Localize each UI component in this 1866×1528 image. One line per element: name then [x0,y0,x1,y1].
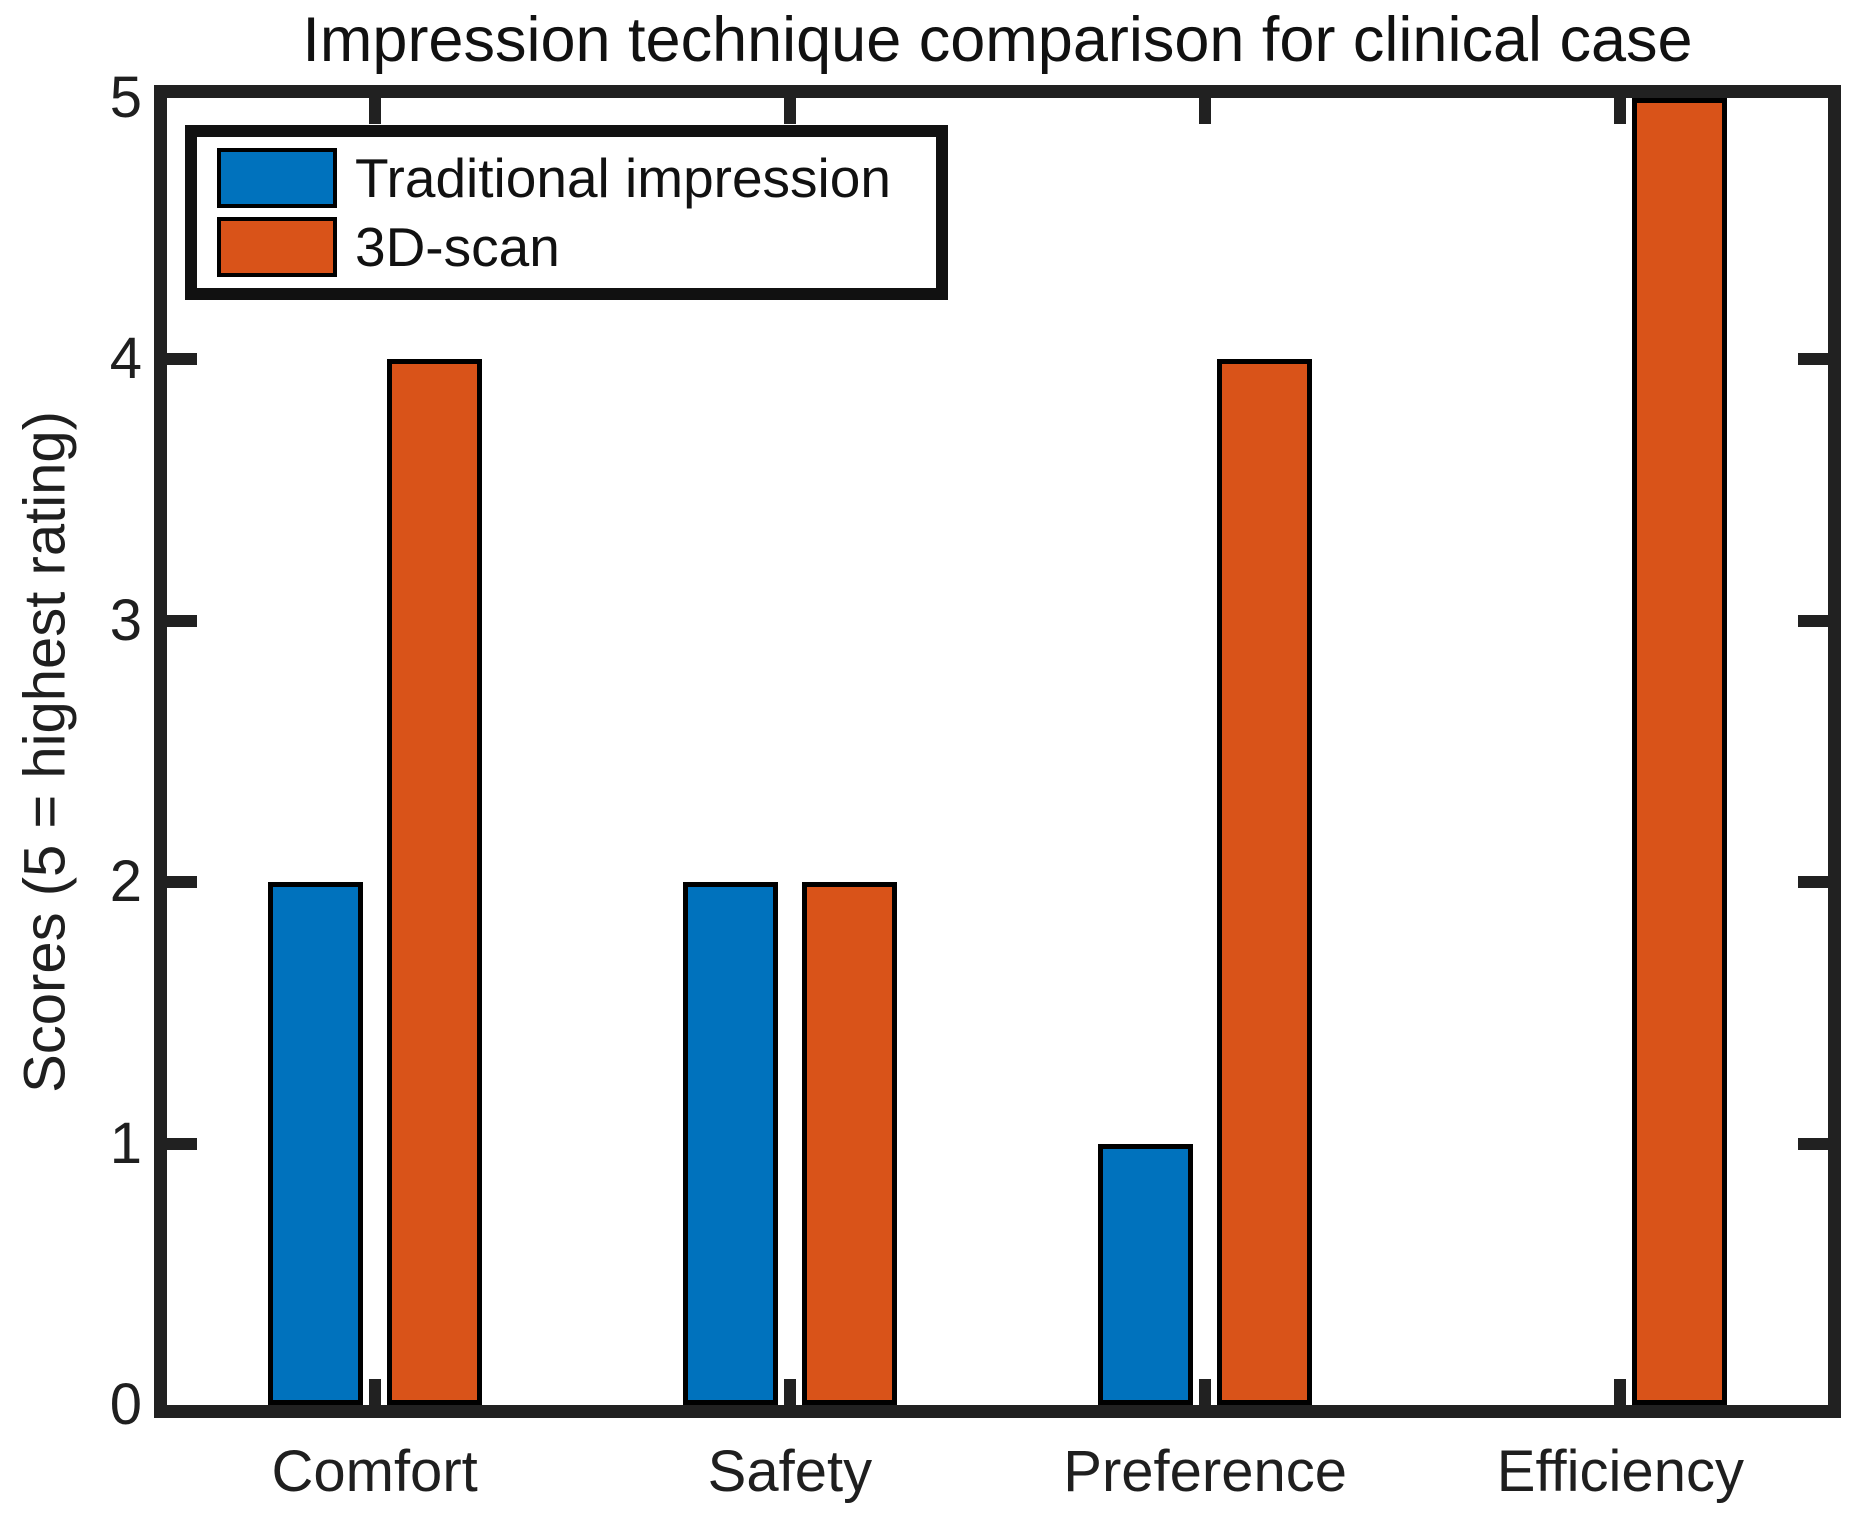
x-tick-label-safety: Safety [707,1439,873,1504]
x-tick-mark-top [1199,98,1212,124]
legend-row-3d-scan: 3D-scan [217,217,936,277]
legend-row-traditional-impression: Traditional impression [217,148,936,208]
y-tick-label: 4 [109,326,142,392]
bar-3d-scan-preference [1217,359,1313,1405]
legend-swatch-3d-scan [217,217,337,277]
bar-3d-scan-efficiency [1632,98,1728,1405]
x-tick-mark-bottom [1614,1379,1627,1405]
bar-3d-scan-safety [801,882,897,1405]
y-tick-mark-left [167,353,197,366]
legend: Traditional impression 3D-scan [185,125,948,300]
y-tick-mark-right [1798,876,1828,889]
y-tick-mark-right [1798,353,1828,366]
legend-swatch-traditional-impression [217,148,337,208]
x-tick-mark-bottom [783,1379,796,1405]
x-tick-label-preference: Preference [1063,1439,1347,1504]
y-tick-label: 3 [109,587,142,653]
x-tick-mark-top [1614,98,1627,124]
x-tick-label-comfort: Comfort [271,1439,478,1504]
legend-label-traditional-impression: Traditional impression [355,147,891,209]
x-tick-mark-bottom [368,1379,381,1405]
y-tick-mark-right [1798,614,1828,627]
x-tick-mark-top [368,98,381,124]
legend-label-3d-scan: 3D-scan [355,216,560,278]
bar-3d-scan-comfort [386,359,482,1405]
bar-traditional-impression-preference [1098,1143,1194,1405]
y-tick-mark-right [1798,1137,1828,1150]
x-tick-mark-top [783,98,796,124]
y-tick-label: 1 [109,1110,142,1176]
x-tick-mark-bottom [1199,1379,1212,1405]
y-tick-label: 0 [109,1372,142,1437]
bar-traditional-impression-comfort [267,882,363,1405]
y-tick-mark-left [167,1137,197,1150]
plot-frame [154,85,1841,1418]
y-tick-mark-left [167,876,197,889]
bar-traditional-impression-safety [682,882,778,1405]
x-tick-label-efficiency: Efficiency [1496,1439,1744,1504]
chart-title: Impression technique comparison for clin… [302,5,1693,75]
y-tick-label: 2 [109,849,142,915]
y-tick-label: 5 [109,65,142,130]
y-tick-mark-left [167,614,197,627]
